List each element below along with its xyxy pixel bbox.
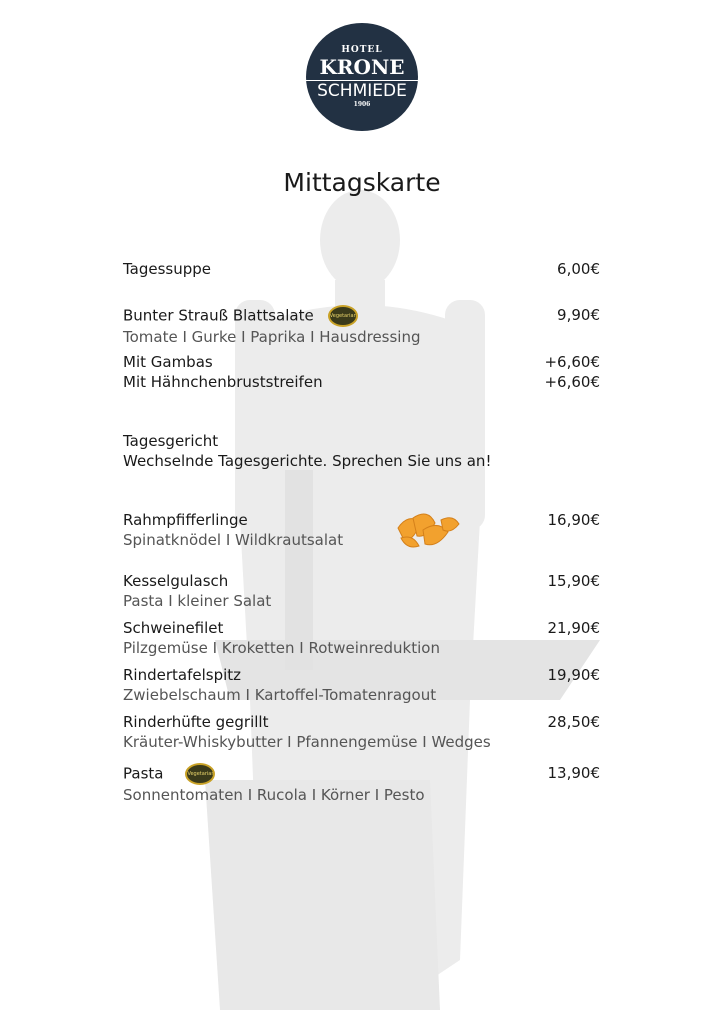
menu-item: Schweinefilet 21,90€ Pilzgemüse I Kroket…	[123, 618, 600, 658]
menu-item: Tagesgericht Wechselnde Tagesgerichte. S…	[123, 431, 600, 471]
item-name: Kesselgulasch	[123, 572, 229, 590]
menu-item: Mit Gambas +6,60€	[123, 352, 600, 372]
item-price: 21,90€	[547, 619, 601, 637]
item-price: 28,50€	[547, 713, 601, 731]
item-price: 16,90€	[547, 511, 601, 529]
item-name: Mit Gambas	[123, 353, 213, 371]
item-name: Rahmpfifferlinge	[123, 511, 248, 529]
logo-krone: KRONE	[319, 55, 405, 79]
menu-item: Mit Hähnchenbruststreifen +6,60€	[123, 372, 600, 392]
item-name: Schweinefilet	[123, 619, 224, 637]
item-description: Kräuter-Whiskybutter I Pfannengemüse I W…	[123, 733, 491, 751]
hotel-krone-schmiede-logo: HOTEL KRONE SCHMIEDE 1906	[306, 23, 418, 131]
chanterelle-mushroom-icon	[397, 513, 460, 548]
item-description: Wechselnde Tagesgerichte. Sprechen Sie u…	[123, 452, 492, 470]
item-description: Spinatknödel I Wildkrautsalat	[123, 531, 344, 549]
item-description: Tomate I Gurke I Paprika I Hausdressing	[123, 328, 421, 346]
menu-item: Rindertafelspitz 19,90€ Zwiebelschaum I …	[123, 665, 600, 705]
menu-item: Tagessuppe 6,00€	[123, 259, 600, 279]
item-price: 13,90€	[547, 764, 601, 782]
vegetarian-badge-icon: Vegetarian	[185, 763, 216, 785]
item-name: Rindertafelspitz	[123, 666, 242, 684]
item-price: 19,90€	[547, 666, 601, 684]
item-price: +6,60€	[544, 373, 600, 391]
item-description: Pilzgemüse I Kroketten I Rotweinreduktio…	[123, 639, 440, 657]
vegetarian-badge-icon: Vegetarian	[327, 305, 358, 327]
item-price: 15,90€	[547, 572, 601, 590]
menu-item: Rinderhüfte gegrillt 28,50€ Kräuter-Whis…	[123, 712, 600, 752]
item-name: Tagesgericht	[123, 432, 219, 450]
item-description: Pasta I kleiner Salat	[123, 592, 272, 610]
item-name: Bunter Strauß Blattsalate	[123, 306, 314, 325]
page-title: Mittagskarte	[283, 168, 441, 197]
logo-hotel: HOTEL	[341, 45, 383, 55]
item-name: Mit Hähnchenbruststreifen	[123, 373, 323, 391]
item-name: Pasta	[123, 764, 164, 783]
menu-item: Pasta Vegetarian 13,90€ Sonnentomaten I R…	[123, 763, 600, 805]
logo-year: 1906	[353, 101, 371, 108]
item-name: Tagessuppe	[123, 260, 212, 278]
menu-item: Kesselgulasch 15,90€ Pasta I kleiner Sal…	[123, 571, 600, 611]
item-price: +6,60€	[544, 353, 600, 371]
item-description: Sonnentomaten I Rucola I Körner I Pesto	[123, 786, 425, 804]
menu-item: Bunter Strauß Blattsalate Vegetarian 9,90…	[123, 305, 600, 347]
item-price: 6,00€	[557, 260, 600, 278]
item-description: Zwiebelschaum I Kartoffel-Tomatenragout	[123, 686, 437, 704]
logo-schmiede: SCHMIEDE	[306, 80, 418, 101]
item-price: 9,90€	[557, 306, 600, 324]
item-name: Rinderhüfte gegrillt	[123, 713, 269, 731]
menu-item: Rahmpfifferlinge 16,90€ Spinatknödel I W…	[123, 510, 600, 550]
